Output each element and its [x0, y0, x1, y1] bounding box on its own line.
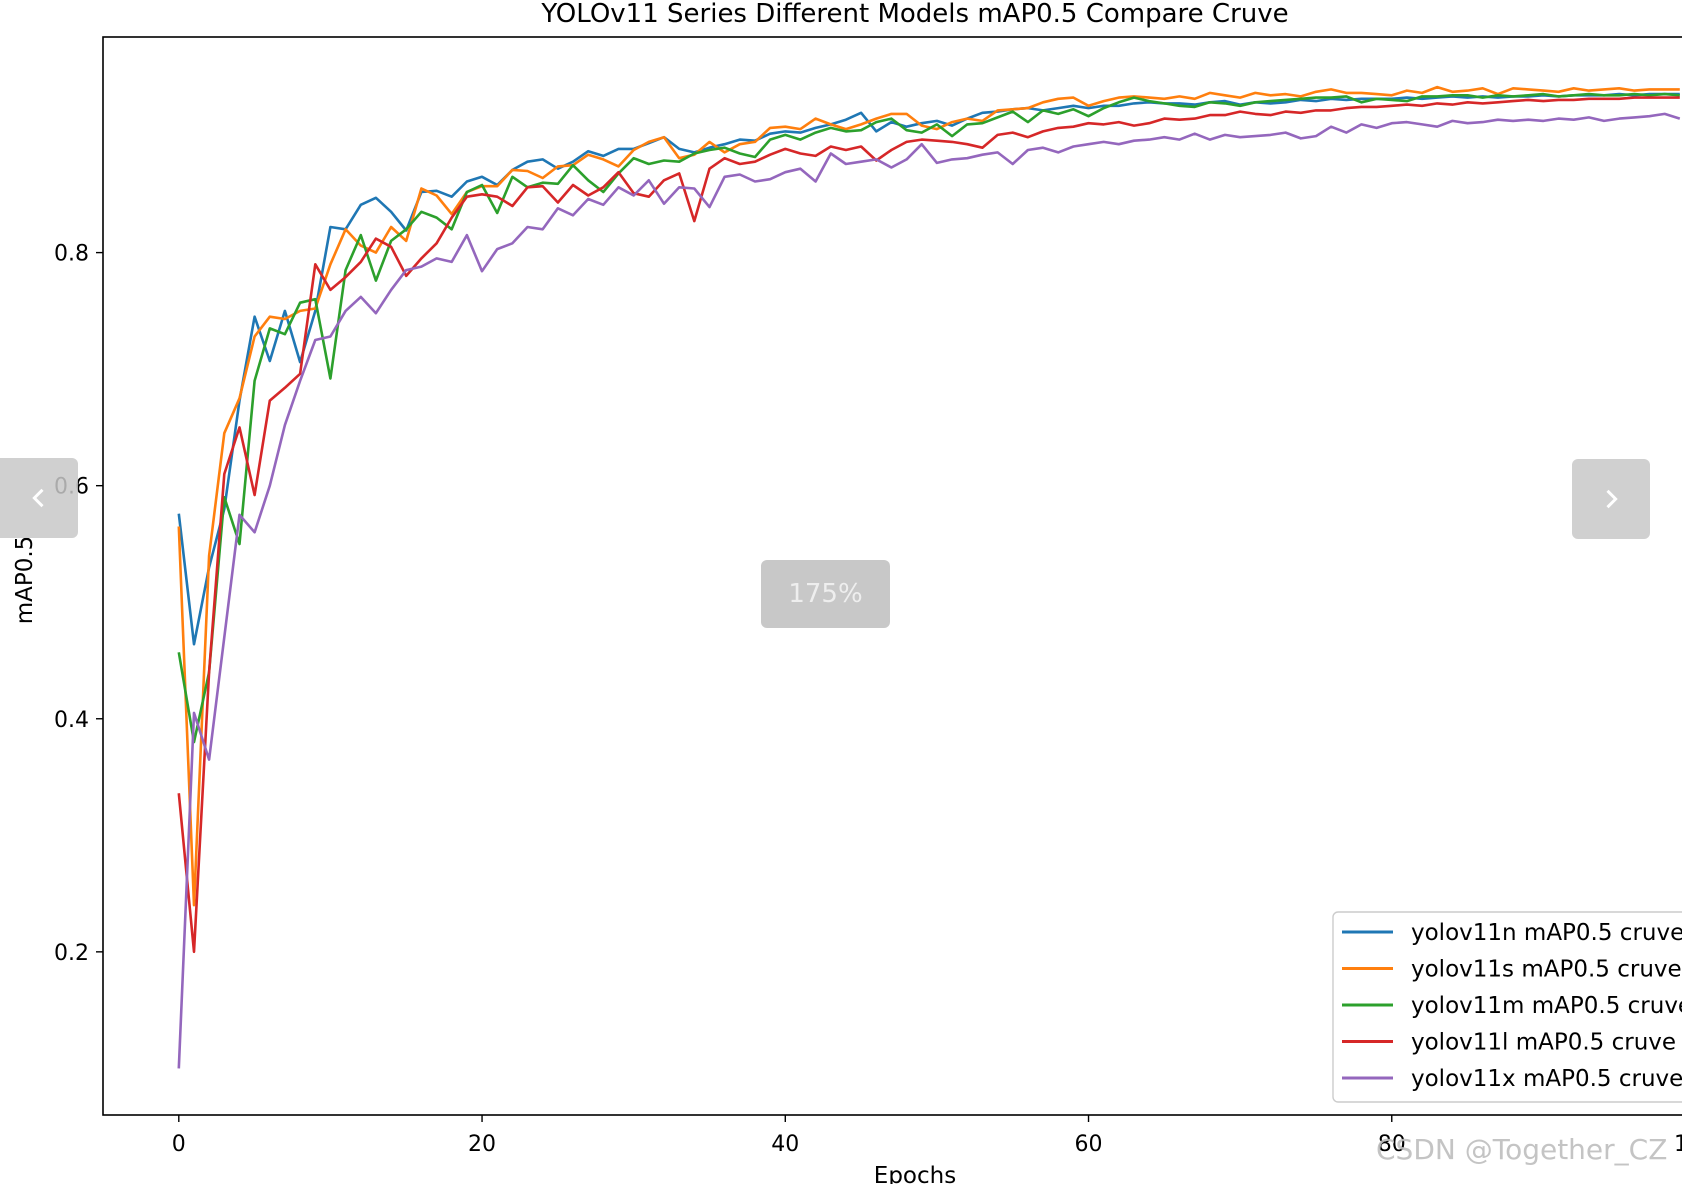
legend: yolov11n mAP0.5 cruve yolov11s mAP0.5 cru…: [1332, 911, 1682, 1103]
x-tick-label: 100: [1674, 1132, 1682, 1157]
series-line-1: [177, 85, 1680, 907]
y-axis-label: mAP0.5: [12, 536, 38, 625]
chart-title: YOLOv11 Series Different Models mAP0.5 C…: [540, 0, 1288, 29]
legend-label: yolov11l mAP0.5 cruve: [1411, 1030, 1676, 1056]
legend-label: yolov11s mAP0.5 cruve: [1411, 957, 1682, 983]
chevron-left-icon: [32, 488, 44, 508]
legend-box: [1332, 911, 1682, 1103]
x-tick-label: 60: [1075, 1132, 1103, 1157]
y-tick-label: 0.4: [54, 708, 89, 733]
x-tick-label: 0: [172, 1132, 186, 1157]
series-line-3: [177, 96, 1680, 954]
legend-label: yolov11n mAP0.5 cruve: [1411, 920, 1682, 946]
x-tick-label: 80: [1378, 1132, 1406, 1157]
x-tick-label: 20: [468, 1132, 496, 1157]
series-line-4: [177, 112, 1681, 1069]
y-tick-label: 0.8: [54, 242, 89, 267]
chevron-right-icon: [1606, 489, 1618, 509]
watermark: CSDN @Together_CZ: [1376, 1133, 1668, 1166]
plot-frame: [102, 36, 1682, 1116]
x-axis-label: Epochs: [874, 1163, 956, 1184]
legend-label: yolov11m mAP0.5 cruve: [1411, 993, 1682, 1019]
series-group: [177, 85, 1681, 1069]
zoom-level-badge: 175%: [761, 560, 890, 628]
next-image-button[interactable]: [1572, 459, 1650, 539]
legend-label: yolov11x mAP0.5 cruve: [1411, 1066, 1682, 1092]
series-line-2: [177, 92, 1680, 744]
x-tick-label: 40: [771, 1132, 799, 1157]
series-line-0: [177, 92, 1680, 646]
y-tick-label: 0.2: [54, 941, 89, 966]
previous-image-button[interactable]: [0, 458, 78, 538]
